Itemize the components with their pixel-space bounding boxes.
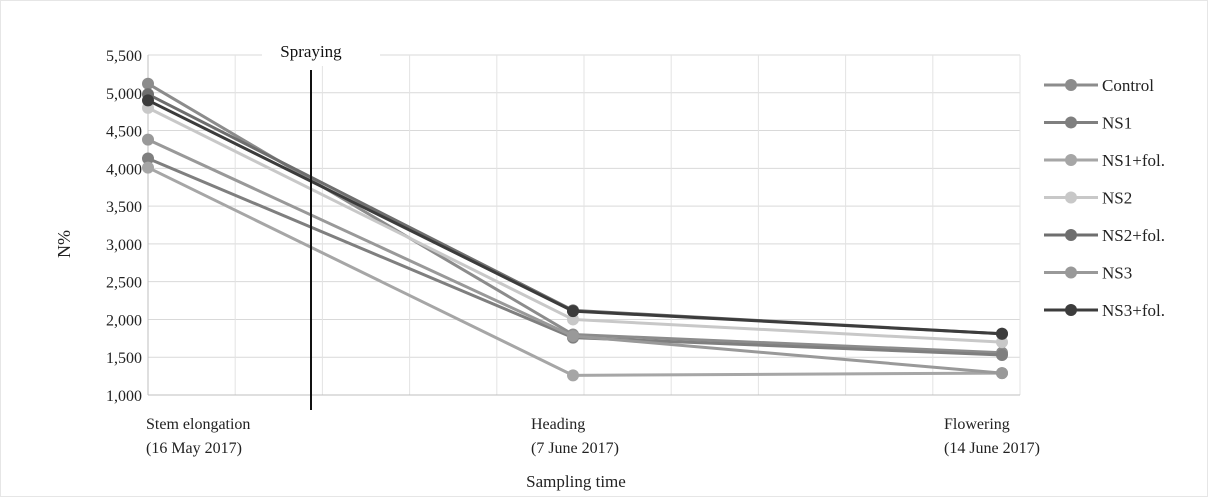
legend-label: NS1+fol. [1102,151,1165,170]
data-point [142,77,154,90]
data-point [567,305,579,318]
data-point [142,152,154,165]
y-tick-label: 3,500 [106,199,142,216]
legend-swatch-marker [1065,304,1077,316]
y-tick-label: 5,500 [106,48,142,65]
y-tick-label: 2,500 [106,275,142,292]
x-tick-label: Heading [531,416,585,433]
legend-label: NS1 [1102,114,1132,133]
data-point [567,369,579,382]
y-axis-title: N% [54,230,74,258]
legend-swatch-marker [1065,79,1077,91]
legend-label: NS3+fol. [1102,301,1165,320]
legend-swatch-marker [1065,116,1077,129]
legend-label: NS2 [1102,189,1132,208]
annotation-label-background [262,38,380,66]
data-point [996,367,1008,380]
y-tick-label: 1,000 [106,388,142,405]
legend: Control NS1 NS1+fol. NS2 NS2+fol. NS3 NS3+fol. [1044,76,1165,320]
x-tick-label: (14 June 2017) [944,440,1040,457]
legend-swatch-marker [1065,266,1077,279]
legend-label: NS2+fol. [1102,226,1165,245]
legend-swatch-marker [1065,154,1077,166]
legend-swatch-marker [1065,191,1077,204]
x-tick-labels: Stem elongation (16 May 2017) Heading (7 Ju… [146,416,1040,457]
y-tick-label: 3,000 [106,237,142,254]
y-tick-label: 4,500 [106,124,142,141]
data-point [567,330,579,343]
x-tick-label: (7 June 2017) [531,440,619,457]
data-point [996,336,1008,349]
y-tick-label: 2,000 [106,312,142,329]
legend-swatch-marker [1065,229,1077,241]
legend-label: Control [1102,76,1154,95]
y-tick-label: 1,500 [106,350,142,367]
data-point [142,94,154,107]
x-tick-label: Stem elongation [146,416,250,433]
legend-label: NS3 [1102,264,1132,283]
x-axis-title: Sampling time [526,472,626,491]
data-point [996,327,1008,340]
series-lines [142,77,1008,382]
data-point [142,161,154,174]
data-point [567,313,579,326]
x-tick-label: (16 May 2017) [146,440,242,457]
data-point [142,133,154,146]
x-tick-label: Flowering [944,416,1010,433]
y-tick-labels: 5,500 5,000 4,500 4,000 3,500 3,000 2,500 2,000… [106,48,142,405]
spraying-annotation: Spraying [280,42,342,61]
y-tick-label: 4,000 [106,161,142,178]
y-tick-label: 5,000 [106,86,142,103]
data-point [996,348,1008,361]
annotation: Spraying [262,38,380,410]
